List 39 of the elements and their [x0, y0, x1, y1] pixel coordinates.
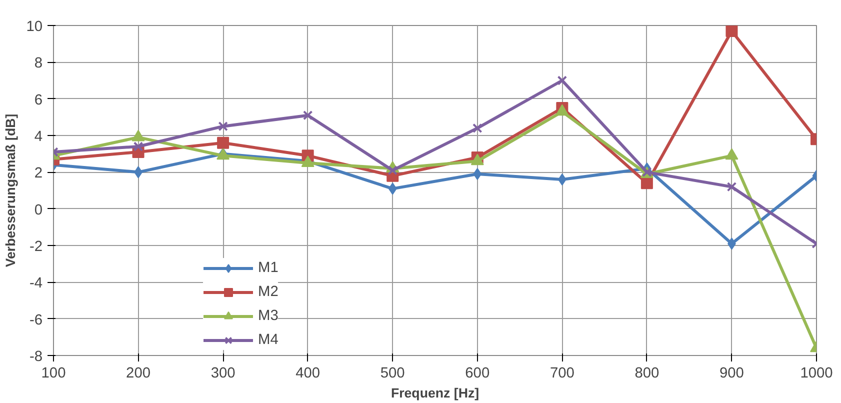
y-tick-label: -2 — [29, 239, 43, 255]
y-tick-label: 0 — [34, 202, 43, 218]
x-tick-label: 1000 — [800, 366, 833, 382]
legend-label: M1 — [258, 260, 278, 276]
y-tick-label: -4 — [29, 276, 43, 292]
legend-label: M4 — [258, 332, 278, 348]
x-tick-label: 100 — [41, 366, 66, 382]
y-tick-label: -6 — [29, 312, 43, 328]
point — [558, 174, 566, 186]
point — [472, 123, 482, 134]
x-tick-label: 800 — [634, 366, 660, 382]
x-tick-label: 700 — [550, 366, 574, 382]
point — [726, 182, 737, 192]
point — [388, 182, 397, 195]
point — [217, 136, 230, 149]
point — [640, 177, 653, 190]
x-tick-label: 500 — [380, 366, 405, 382]
x-tick-label: 600 — [465, 366, 490, 382]
x-tick-label: 200 — [126, 366, 151, 382]
point — [388, 165, 398, 176]
point — [473, 168, 482, 180]
point — [726, 26, 738, 37]
y-tick-label: 4 — [34, 129, 43, 145]
y-tick-label: 6 — [34, 92, 43, 108]
x-tick-label: 300 — [210, 366, 236, 382]
point — [218, 121, 228, 132]
y-tick-label: -8 — [29, 349, 43, 365]
y-tick-label: 2 — [34, 166, 43, 182]
point — [133, 142, 144, 152]
legend-label: M3 — [258, 308, 278, 324]
y-tick-label: 10 — [26, 19, 43, 35]
legend-label: M2 — [258, 284, 278, 300]
point — [302, 110, 313, 120]
x-tick-label: 900 — [719, 366, 744, 382]
y-axis-title: Verbesserungsmaß [dB] — [3, 114, 18, 268]
point — [557, 76, 568, 86]
x-axis-title: Frequenz [Hz] — [390, 386, 480, 400]
y-tick-label: 8 — [34, 56, 43, 72]
x-tick-label: 400 — [296, 366, 320, 382]
